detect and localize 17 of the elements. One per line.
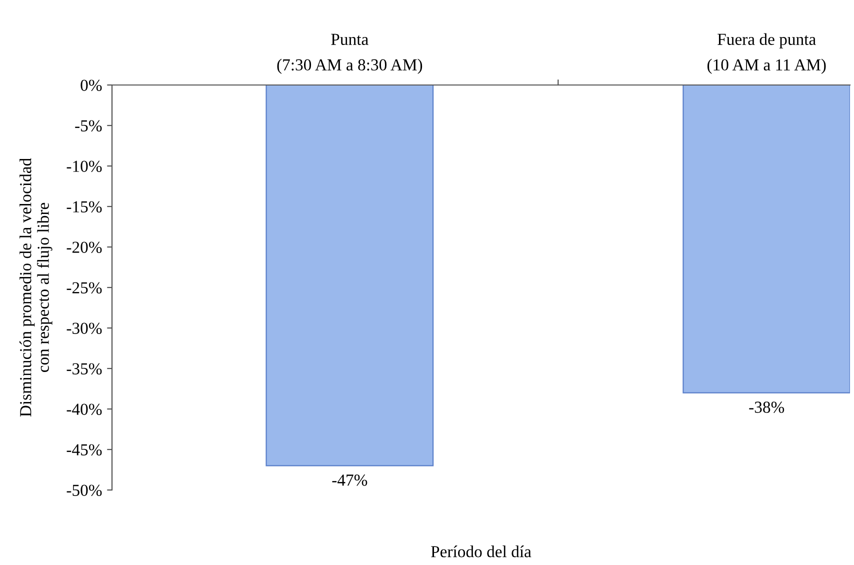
x-tick-label: Punta (7:30 AM a 8:30 AM) — [277, 34, 422, 74]
y-tick-label: -45% — [66, 444, 102, 456]
y-tick-label: -20% — [66, 242, 102, 253]
y-tick-label: -35% — [66, 363, 102, 374]
data-label: -38% — [749, 402, 784, 413]
y-tick-label: -40% — [66, 404, 102, 415]
y-tick-label: 0% — [80, 80, 102, 91]
y-tick-label: -50% — [66, 484, 102, 496]
y-tick-label: -5% — [75, 120, 102, 132]
y-tick-label: -25% — [66, 282, 102, 294]
y-axis-title: Disminución promedio de la velocidad con respecto al flujo libre — [20, 158, 52, 417]
x-axis-title: Período del día — [431, 546, 532, 558]
y-tick-label: -10% — [66, 160, 102, 172]
x-tick-label: Fuera de punta (10 AM a 11 AM) — [707, 33, 826, 74]
data-label: -47% — [332, 474, 368, 486]
y-tick-label: -30% — [66, 322, 102, 334]
y-tick-label: -15% — [66, 201, 102, 212]
